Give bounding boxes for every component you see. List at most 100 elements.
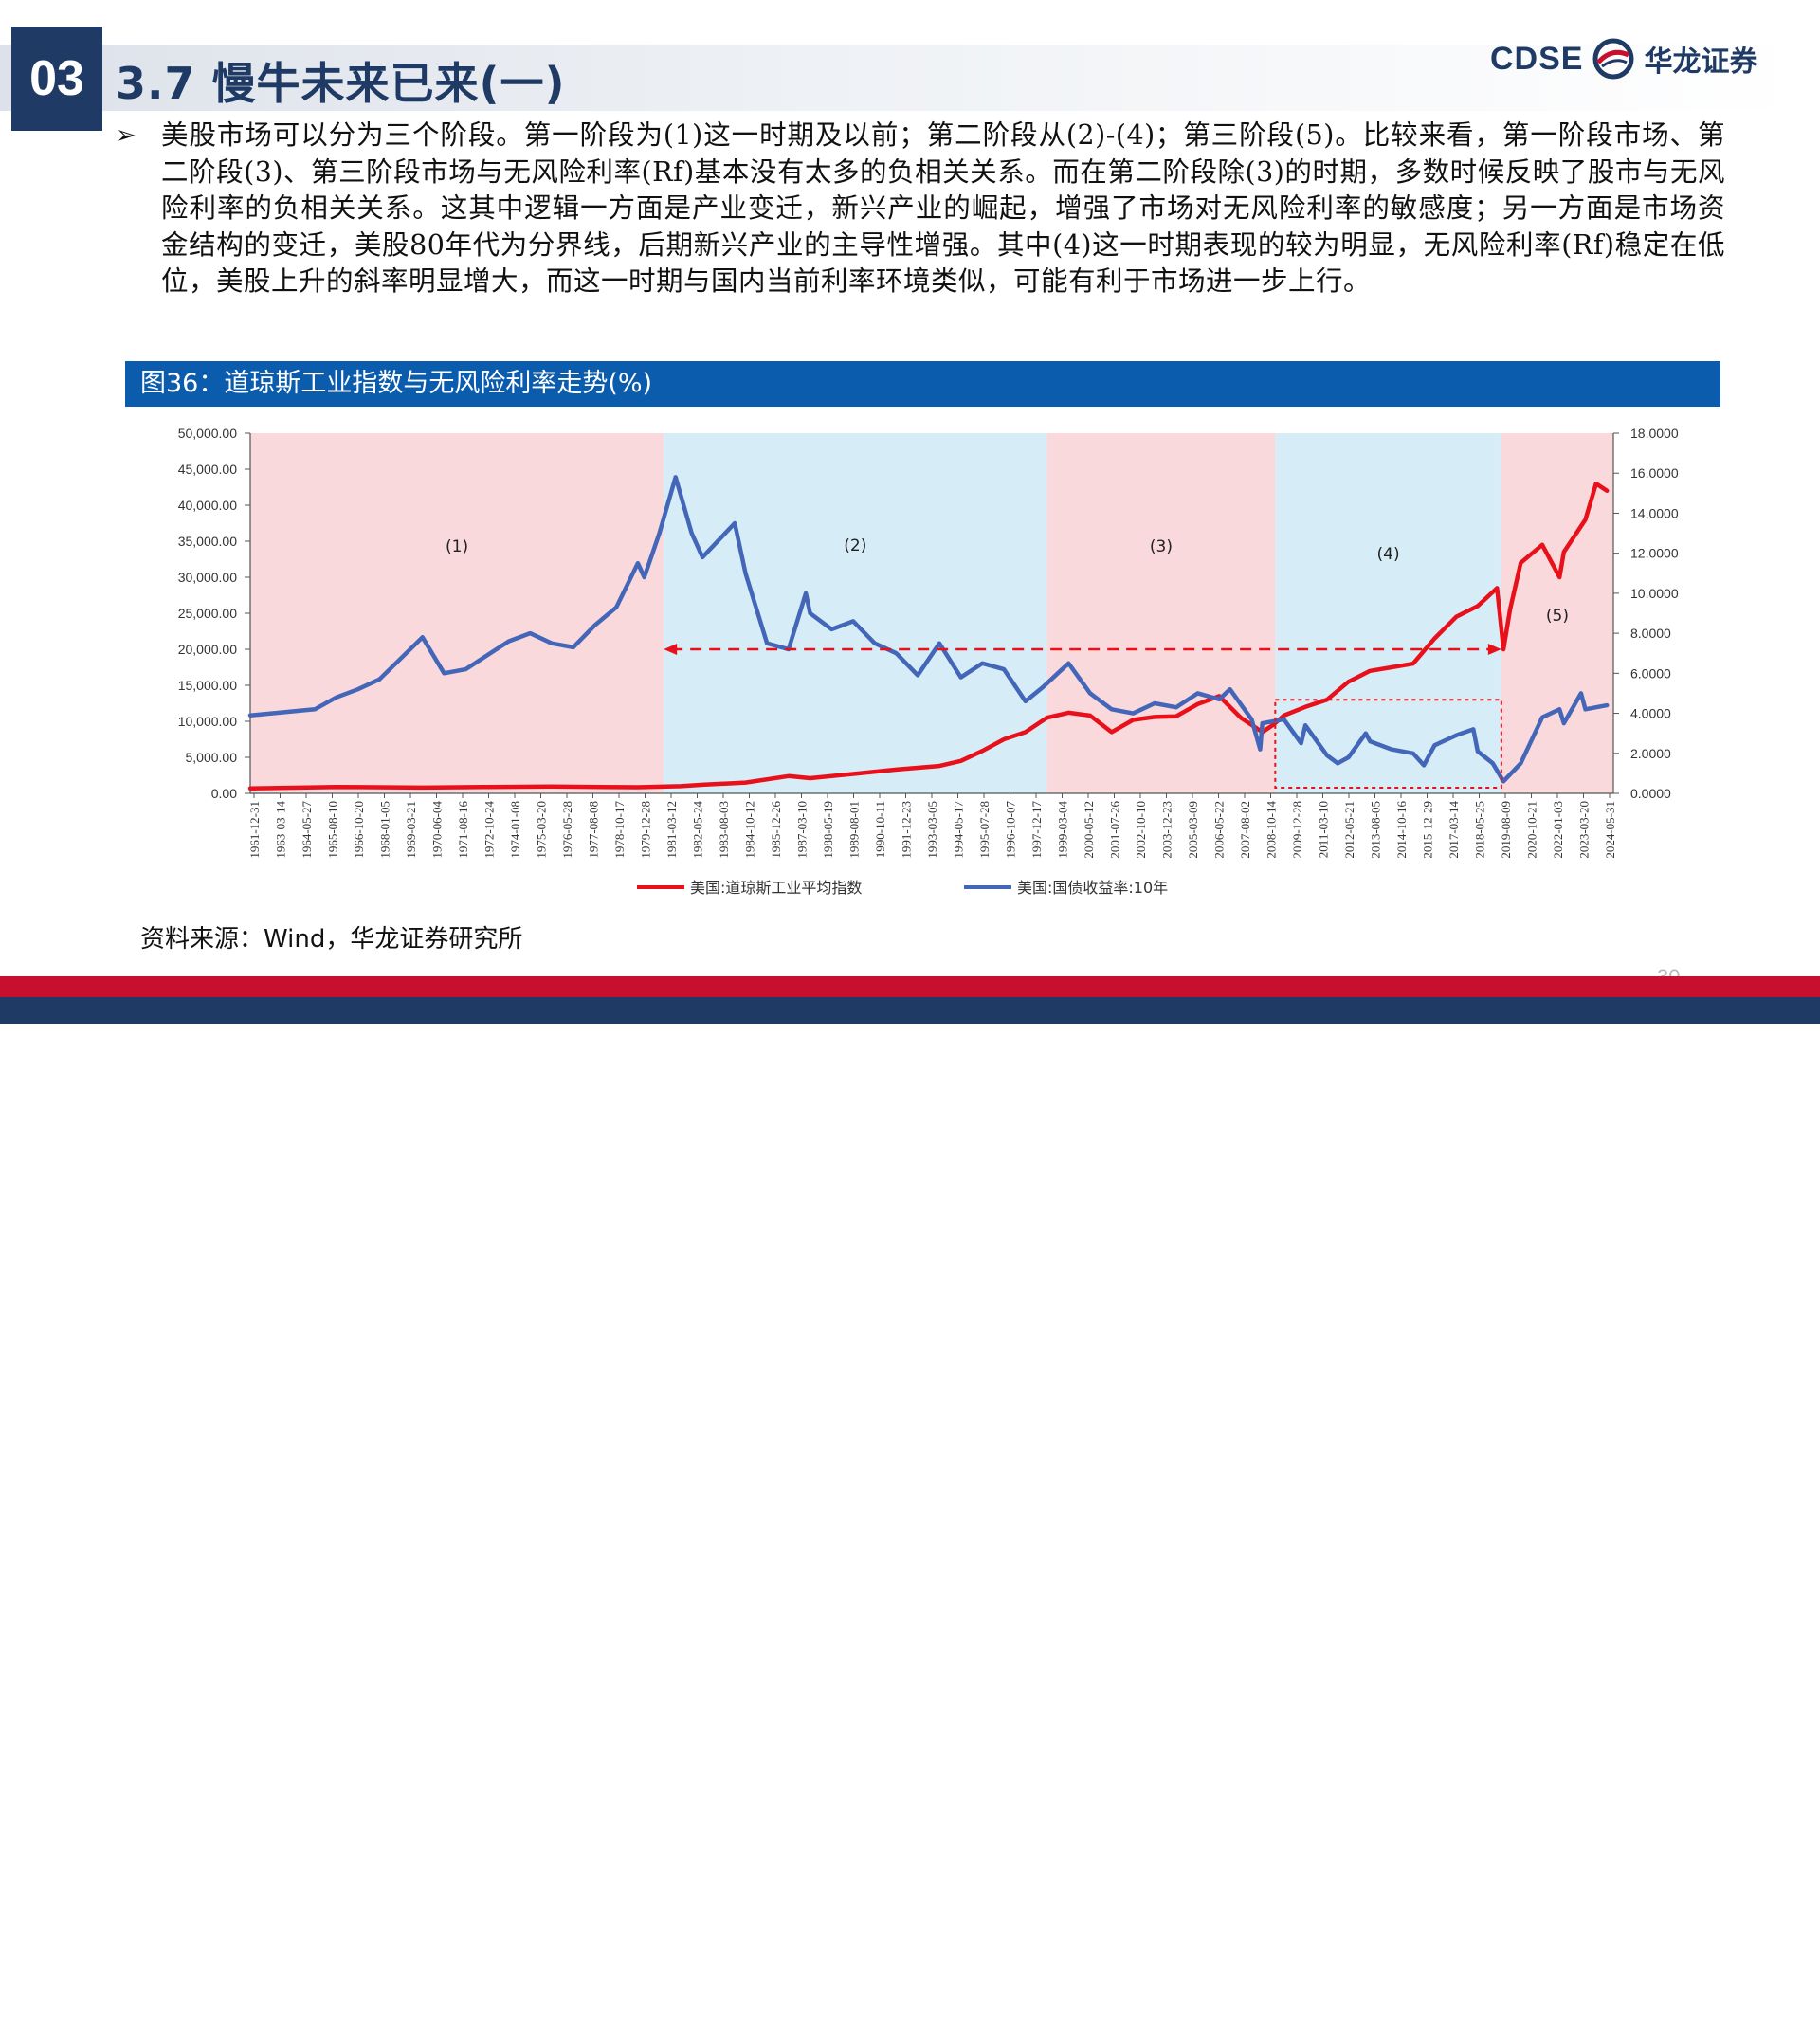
x-tick-label: 1995-07-28 — [977, 801, 992, 859]
disclaimer-text: 请认真阅读文后免责条款 — [13, 2000, 171, 2017]
x-tick-label: 1964-05-27 — [300, 801, 314, 859]
right-tick-label: 2.0000 — [1630, 746, 1671, 761]
x-tick-label: 1963-03-14 — [274, 801, 288, 859]
phase-region-1 — [250, 433, 664, 793]
figure-title-bar: 图36：道琼斯工业指数与无风险利率走势(%) — [125, 361, 1720, 407]
dotted-highlight-box — [1274, 699, 1502, 790]
phase-region-3 — [1046, 433, 1276, 793]
left-tick-label: 40,000.00 — [178, 498, 237, 513]
right-tick-label: 8.0000 — [1630, 626, 1671, 641]
x-tick-label: 1996-10-07 — [1004, 801, 1018, 859]
x-tick-label: 1966-10-20 — [352, 801, 366, 859]
left-tick-label: 10,000.00 — [178, 714, 237, 729]
x-tick-label: 1977-08-08 — [587, 801, 601, 859]
phase-label-4: (4) — [1377, 545, 1400, 564]
x-tick-label: 1997-12-17 — [1029, 801, 1044, 859]
source-note: 资料来源：Wind，华龙证券研究所 — [140, 925, 523, 954]
x-tick-label: 1984-10-12 — [743, 801, 757, 859]
x-tick-label: 2008-10-14 — [1265, 801, 1279, 859]
x-tick-label: 1999-03-04 — [1056, 801, 1070, 859]
x-tick-label: 2002-10-10 — [1134, 801, 1148, 859]
bullet-text: 美股市场可以分为三个阶段。第一阶段为(1)这一时期及以前；第二阶段从(2)-(4… — [161, 119, 1725, 298]
x-tick-label: 2000-05-12 — [1082, 801, 1096, 859]
x-tick-label: 2007-08-02 — [1238, 801, 1252, 859]
x-tick-label: 2005-03-09 — [1186, 801, 1200, 859]
left-tick-label: 30,000.00 — [178, 570, 237, 585]
x-tick-label: 1988-05-19 — [821, 801, 835, 859]
x-tick-label: 1972-10-24 — [482, 801, 497, 859]
phase-label-2: (2) — [844, 536, 866, 555]
x-tick-label: 2018-05-25 — [1473, 801, 1487, 859]
arrow-head-right — [1487, 644, 1502, 655]
section-number: 03 — [11, 27, 102, 131]
x-tick-label: 1987-03-10 — [795, 801, 810, 859]
x-tick-label: 2001-07-26 — [1108, 801, 1122, 859]
phase-label-5: (5) — [1546, 607, 1569, 626]
x-tick-label: 2015-12-29 — [1421, 801, 1435, 859]
x-tick-label: 1978-10-17 — [612, 801, 627, 859]
left-tick-label: 50,000.00 — [178, 426, 237, 441]
x-tick-label: 2024-05-31 — [1603, 801, 1617, 859]
x-tick-label: 1981-03-12 — [664, 801, 679, 859]
bullet-arrow-icon: ➢ — [116, 121, 136, 150]
right-tick-label: 0.0000 — [1630, 786, 1671, 801]
x-tick-label: 1969-03-21 — [404, 801, 418, 859]
x-tick-label: 1965-08-10 — [326, 801, 340, 859]
left-tick-label: 45,000.00 — [178, 462, 237, 477]
left-tick-label: 0.00 — [211, 786, 237, 801]
x-tick-label: 2006-05-22 — [1212, 801, 1227, 859]
x-tick-label: 2020-10-21 — [1525, 801, 1539, 859]
x-tick-label: 1970-06-04 — [430, 801, 445, 859]
x-tick-label: 1994-05-17 — [952, 801, 966, 859]
dragon-swirl-icon — [1592, 38, 1634, 80]
x-tick-label: 1983-08-03 — [717, 801, 731, 859]
phase-label-3: (3) — [1150, 537, 1173, 556]
x-tick-label: 2013-08-05 — [1369, 801, 1383, 859]
x-tick-label: 1968-01-05 — [378, 801, 392, 859]
x-tick-label: 1976-05-28 — [560, 801, 574, 859]
x-tick-label: 2019-08-09 — [1499, 801, 1513, 859]
x-tick-label: 2014-10-16 — [1394, 801, 1409, 859]
x-tick-label: 1993-03-05 — [925, 801, 939, 859]
x-tick-label: 1975-03-20 — [535, 801, 549, 859]
phase-label-1: (1) — [446, 537, 468, 556]
x-tick-label: 1974-01-08 — [508, 801, 522, 859]
x-tick-label: 2011-03-10 — [1317, 801, 1331, 858]
x-tick-label: 1961-12-31 — [247, 801, 262, 859]
x-tick-label: 1985-12-26 — [769, 801, 783, 859]
slide-title: 3.7 慢牛未来已来(一) — [116, 58, 566, 109]
x-tick-label: 2022-01-03 — [1551, 801, 1565, 859]
left-tick-label: 15,000.00 — [178, 678, 237, 693]
dow-jones-line — [247, 481, 1610, 791]
left-tick-label: 25,000.00 — [178, 606, 237, 621]
company-logo: CDSE 华龙证券 — [1490, 36, 1757, 82]
header-band — [0, 45, 1801, 111]
right-tick-label: 4.0000 — [1630, 706, 1671, 721]
x-tick-label: 2012-05-21 — [1342, 801, 1356, 859]
x-tick-label: 1971-08-16 — [456, 801, 470, 859]
logo-text-en: CDSE — [1490, 40, 1584, 77]
right-tick-label: 6.0000 — [1630, 665, 1671, 681]
phase-region-2 — [664, 433, 1047, 793]
legend-label-1: 美国:道琼斯工业平均指数 — [690, 879, 862, 897]
x-tick-label: 1990-10-11 — [873, 801, 887, 858]
right-tick-label: 12.0000 — [1630, 546, 1679, 561]
x-tick-label: 2009-12-28 — [1290, 801, 1304, 859]
left-tick-label: 5,000.00 — [186, 750, 238, 765]
logo-text-cn: 华龙证券 — [1644, 45, 1758, 79]
right-tick-label: 18.0000 — [1630, 426, 1679, 441]
legend-label-2: 美国:国债收益率:10年 — [1017, 879, 1168, 897]
x-tick-label: 2003-12-23 — [1160, 801, 1174, 859]
footer-red-stripe — [0, 976, 1820, 997]
arrow-head-left — [664, 644, 678, 655]
left-tick-label: 20,000.00 — [178, 642, 237, 657]
figure-title: 图36：道琼斯工业指数与无风险利率走势(%) — [140, 369, 653, 398]
x-tick-label: 1982-05-24 — [691, 801, 705, 859]
x-tick-label: 1991-12-23 — [900, 801, 914, 859]
x-tick-label: 2017-03-14 — [1447, 801, 1461, 859]
x-tick-label: 1989-08-01 — [847, 801, 862, 859]
x-tick-label: 1979-12-28 — [639, 801, 653, 859]
x-tick-label: 2023-03-20 — [1577, 801, 1592, 859]
right-tick-label: 10.0000 — [1630, 586, 1679, 601]
left-tick-label: 35,000.00 — [178, 534, 237, 549]
